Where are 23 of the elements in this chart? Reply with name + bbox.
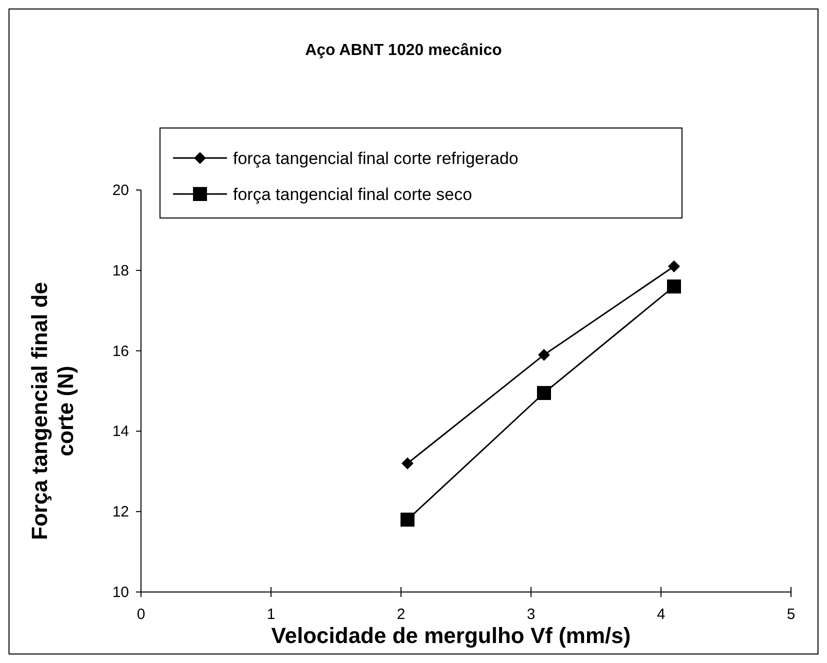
y-tick-label: 20 [112,182,129,199]
x-tick-label: 0 [136,606,146,623]
x-tick-label: 2 [396,606,406,623]
y-tick-label: 12 [112,504,129,521]
x-tick-label: 4 [656,606,666,623]
x-axis-title: Velocidade de mergulho Vf (mm/s) [271,623,631,648]
legend-label: força tangencial final corte seco [233,185,472,204]
point [667,279,681,294]
point [402,457,414,470]
y-tick-label: 10 [112,584,129,601]
x-tick-label: 3 [526,606,536,623]
chart-title: Aço ABNT 1020 mecânico [305,42,502,59]
y-tick-label: 14 [112,423,129,440]
y-tick-label: 18 [112,262,129,280]
point [538,348,550,361]
legend-label: força tangencial final corte refrigerado [233,149,518,168]
x-tick-label: 1 [266,606,276,623]
point [537,386,551,400]
point [668,260,680,272]
y-tick-label: 16 [112,342,129,360]
x-tick-label: 5 [786,606,796,623]
point [400,512,414,527]
y-axis-title: Força tangencial final de corte (N) [27,282,78,540]
